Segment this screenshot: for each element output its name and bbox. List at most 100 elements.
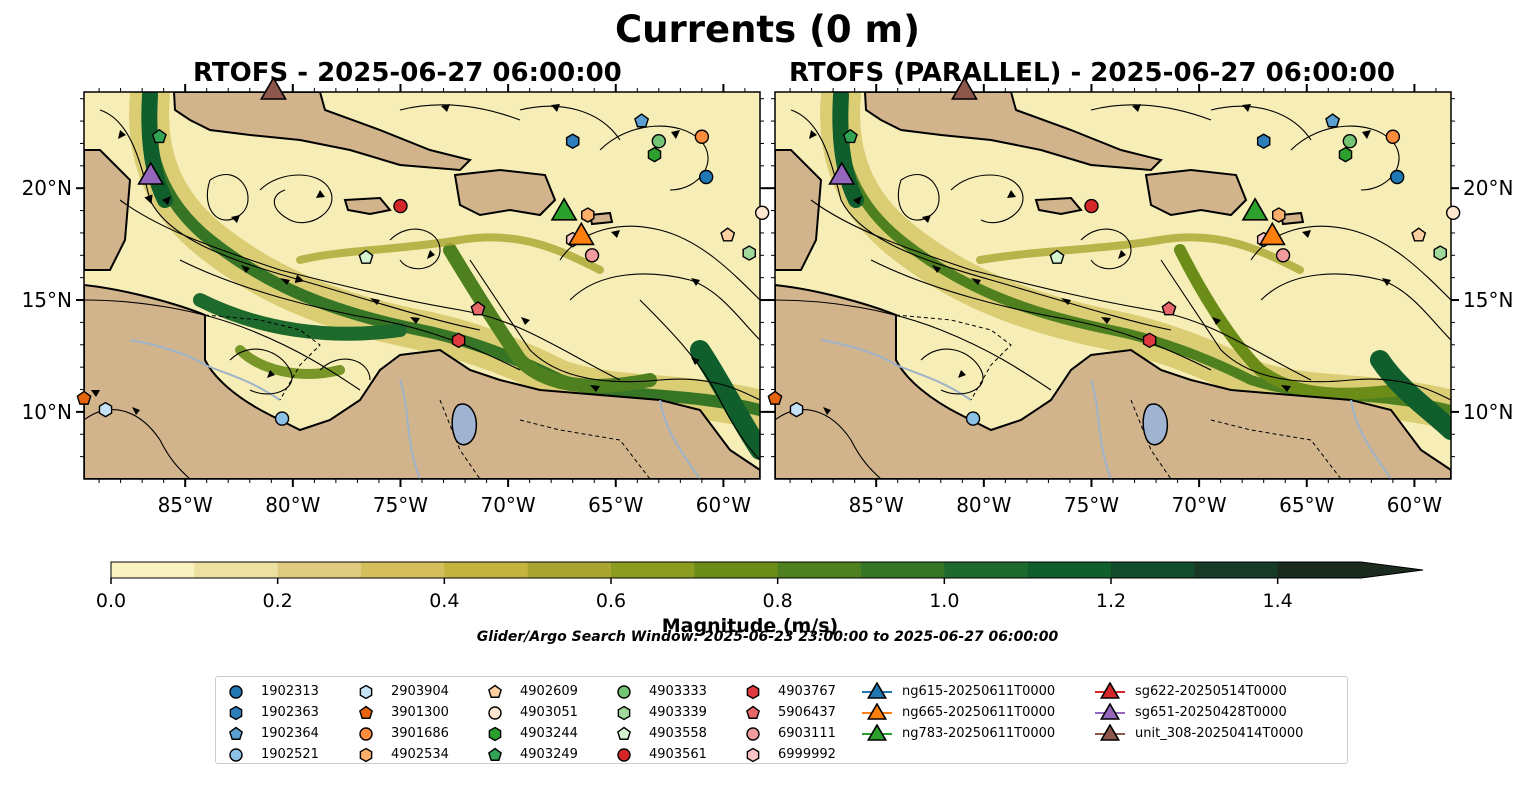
legend-marker-triangle <box>862 724 892 741</box>
legend-glyph <box>746 747 760 763</box>
float-1902313 <box>1389 169 1405 185</box>
legend-glyph <box>488 726 502 742</box>
legend-glyph <box>617 748 631 762</box>
legend-marker-circle <box>359 727 373 741</box>
lon-tick-label: 65°W <box>1279 493 1334 517</box>
colorbar-tick-label: 0.6 <box>596 590 626 612</box>
legend-label: 4903244 <box>520 726 578 741</box>
legend-label: 4903249 <box>520 747 578 762</box>
legend-marker-pentagon <box>358 705 374 719</box>
legend-glyph <box>229 705 243 721</box>
legend-glyph <box>359 747 373 763</box>
borders <box>895 314 1342 479</box>
colorbar-bin <box>444 562 529 578</box>
float-4903339 <box>1433 245 1447 261</box>
water-bodies <box>451 403 478 446</box>
land-masses <box>775 92 1451 479</box>
glider-ng665-20250611T0000 <box>1258 221 1286 246</box>
legend-marker-pentagon <box>745 705 761 719</box>
glider-unit_308-20250414T0000 <box>259 76 287 100</box>
colorbar-bin <box>861 562 945 578</box>
rivers <box>820 339 1392 479</box>
observation-markers <box>76 76 1461 426</box>
legend-marker-circle <box>746 727 760 741</box>
legend-marker-triangle <box>862 703 892 720</box>
colorbar-tick-label: 1.4 <box>1263 590 1293 612</box>
float-4903244 <box>647 146 662 163</box>
legend-marker-hexagon <box>488 726 502 742</box>
legend-label: 4903051 <box>520 705 578 720</box>
float-4903558 <box>1049 249 1065 264</box>
colorbar-bin <box>111 562 195 578</box>
colorbar-bin <box>1277 562 1362 578</box>
colorbar-tick-label: 0.8 <box>763 590 793 612</box>
colorbar-bin <box>694 562 779 578</box>
colorbar-bin <box>611 562 695 578</box>
float-1902363 <box>1256 133 1271 150</box>
colorbar-bin <box>277 562 362 578</box>
float-4902609 <box>1411 227 1427 242</box>
legend-marker-triangle <box>862 682 892 699</box>
panel-title-rtofs-parallel: RTOFS (PARALLEL) - 2025-06-27 06:00:00 <box>789 58 1395 88</box>
glider-ng665-20250611T0000 <box>567 221 595 246</box>
legend-marker-circle <box>229 748 243 762</box>
float-4903561 <box>1084 198 1099 214</box>
panel-title-rtofs: RTOFS - 2025-06-27 06:00:00 <box>193 58 622 88</box>
float-1902363 <box>565 133 580 150</box>
colorbar-extend-arrow <box>1361 562 1423 578</box>
lon-tick-label: 80°W <box>956 493 1011 517</box>
legend-glyph <box>228 726 244 740</box>
float-4902534 <box>581 207 595 223</box>
rivers <box>129 339 701 479</box>
legend-marker-hexagon <box>746 747 760 763</box>
legend-marker-circle <box>229 685 243 699</box>
legend-label: 1902313 <box>261 684 319 699</box>
legend-marker-hexagon <box>359 684 373 700</box>
legend-label: 4903339 <box>649 705 707 720</box>
colorbar-tick-label: 0.2 <box>263 590 293 612</box>
legend-marker-circle <box>617 748 631 762</box>
legend-marker-triangle <box>1095 724 1125 741</box>
glider-ng783-20250611T0000 <box>1241 197 1269 221</box>
glider-sg651-20250428T0000 <box>137 161 165 185</box>
lat-tick-label: 15°N <box>22 288 72 312</box>
legend-glyph <box>359 684 373 700</box>
figure-title: Currents (0 m) <box>614 8 920 51</box>
legend-label: 4903558 <box>649 726 707 741</box>
legend-label: 4903561 <box>649 747 707 762</box>
colorbar-bin <box>1111 562 1195 578</box>
legend-glyph <box>1099 724 1121 741</box>
legend-label: 1902521 <box>261 747 319 762</box>
float-4902609 <box>720 227 736 242</box>
legend-glyph <box>746 684 760 700</box>
float-1902521 <box>274 411 290 426</box>
land-masses <box>84 92 760 479</box>
float-3901686 <box>1385 129 1401 144</box>
legend-glyph <box>746 727 760 741</box>
legend-glyph <box>617 685 631 699</box>
legend-glyph <box>866 682 888 699</box>
legend-label: sg622-20250514T0000 <box>1135 684 1287 699</box>
float-4903249 <box>842 128 858 144</box>
legend-glyph <box>616 726 632 740</box>
legend-glyph <box>1099 703 1121 720</box>
legend-marker-triangle <box>1095 682 1125 699</box>
map-panel-right <box>774 91 1452 480</box>
glider-sg651-20250428T0000 <box>828 161 856 185</box>
lon-tick-label: 80°W <box>265 493 320 517</box>
legend-label: 2903904 <box>391 684 449 699</box>
legend-label: 4902534 <box>391 747 449 762</box>
legend-label: 5906437 <box>778 705 836 720</box>
float-1902364 <box>1325 113 1341 128</box>
legend-marker-pentagon <box>487 684 503 698</box>
legend-glyph <box>229 685 243 699</box>
float-1902521 <box>965 411 981 426</box>
colorbar-tick-label: 1.0 <box>929 590 959 612</box>
legend-marker-hexagon <box>746 684 760 700</box>
float-1902364 <box>634 113 650 128</box>
legend-marker-circle <box>488 706 502 720</box>
lat-tick-label: 20°N <box>22 176 72 200</box>
glider-ng783-20250611T0000 <box>550 197 578 221</box>
float-3901300 <box>76 390 92 405</box>
